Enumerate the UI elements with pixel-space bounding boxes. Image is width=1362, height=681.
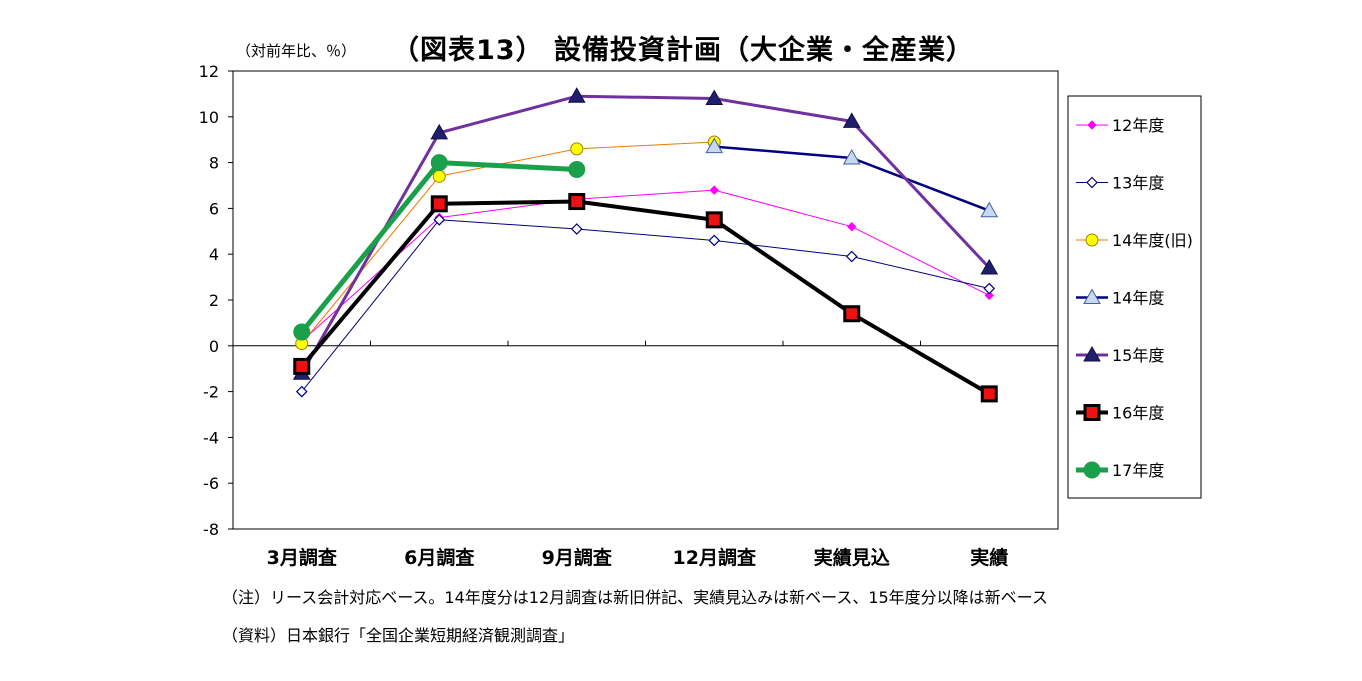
series-5-point: [567, 87, 586, 103]
legend-swatch-marker: [1085, 233, 1099, 247]
series-6-point: [843, 305, 861, 323]
y-axis-unit-label: （対前年比、％）: [236, 42, 357, 60]
y-tick-label: 6: [209, 199, 219, 218]
series-6-line: [300, 199, 991, 396]
legend-entry-label: 17年度: [1112, 461, 1164, 480]
series-5-line: [300, 94, 991, 375]
legend-swatch-marker: [1083, 288, 1101, 304]
y-tick-label: 2: [209, 291, 219, 310]
legend-swatch-marker: [1086, 176, 1098, 189]
series-3-point: [570, 142, 584, 156]
y-tick-label: 8: [209, 154, 219, 173]
series-2-point: [570, 223, 583, 235]
y-tick-label: 0: [209, 337, 219, 356]
legend-swatch-marker: [1083, 461, 1101, 479]
series-2-point: [295, 385, 308, 398]
series-6-point: [293, 357, 311, 375]
series-4-point: [980, 201, 999, 218]
plot-area: [232, 70, 1059, 530]
x-tick-label: 実績見込: [814, 546, 890, 569]
legend-swatch-marker: [1087, 120, 1097, 130]
legend-swatch-marker: [1083, 345, 1101, 362]
x-tick-label: 3月調査: [267, 546, 338, 569]
series-5-point: [705, 89, 724, 105]
x-tick-label: 9月調査: [542, 546, 613, 569]
series-2-point: [433, 214, 446, 226]
legend-entry-label: 14年度(旧): [1112, 231, 1193, 250]
series-6-point: [568, 193, 586, 211]
y-tick-label: -8: [203, 520, 219, 539]
series-7-point: [293, 323, 311, 341]
series-2-point: [983, 282, 996, 295]
series-4-point: [705, 137, 724, 154]
series-5-point: [842, 112, 861, 128]
x-tick-label: 実績: [970, 546, 1008, 569]
series-4-point: [842, 149, 861, 165]
series-5-point: [980, 258, 999, 275]
x-tick-label: 12月調査: [673, 546, 757, 569]
y-tick-label: 4: [209, 245, 219, 264]
source-note: （資料）日本銀行「全国企業短期経済観測調査」: [222, 626, 575, 645]
legend-entry-label: 15年度: [1112, 346, 1164, 365]
series-2-line: [301, 219, 990, 392]
y-tick-label: 10: [199, 108, 219, 127]
legend-entry-label: 16年度: [1112, 404, 1164, 423]
legend-entry-label: 12年度: [1112, 116, 1164, 135]
legend-entry-label: 13年度: [1112, 174, 1164, 193]
series-1-point: [709, 185, 719, 195]
series-5-point: [430, 123, 449, 140]
x-tick-label: 6月調査: [404, 546, 475, 569]
y-tick-label: -6: [203, 474, 219, 493]
footnote: （注）リース会計対応ベース。14年度分は12月調査は新旧併記、実績見込みは新ベー…: [222, 588, 1048, 607]
y-tick-label: -2: [203, 383, 219, 402]
series-6-point: [430, 195, 448, 213]
series-2-point: [708, 234, 721, 247]
series-6-point: [980, 385, 998, 403]
legend-entry-label: 14年度: [1112, 289, 1164, 308]
series-3-point: [432, 169, 446, 183]
series-6-point: [705, 211, 723, 229]
series-1-line: [301, 189, 990, 342]
series-1-point: [984, 290, 994, 301]
chart-title: （図表13） 設備投資計画（大企業・全産業）: [392, 35, 974, 66]
series-7-point: [430, 154, 448, 172]
legend-swatch-marker: [1083, 404, 1101, 421]
series-2-point: [845, 250, 858, 263]
series-3-line: [301, 141, 715, 344]
series-7-point: [568, 160, 586, 178]
y-tick-label: 12: [199, 62, 219, 81]
y-tick-label: -4: [203, 428, 219, 447]
series-1-point: [847, 222, 857, 232]
